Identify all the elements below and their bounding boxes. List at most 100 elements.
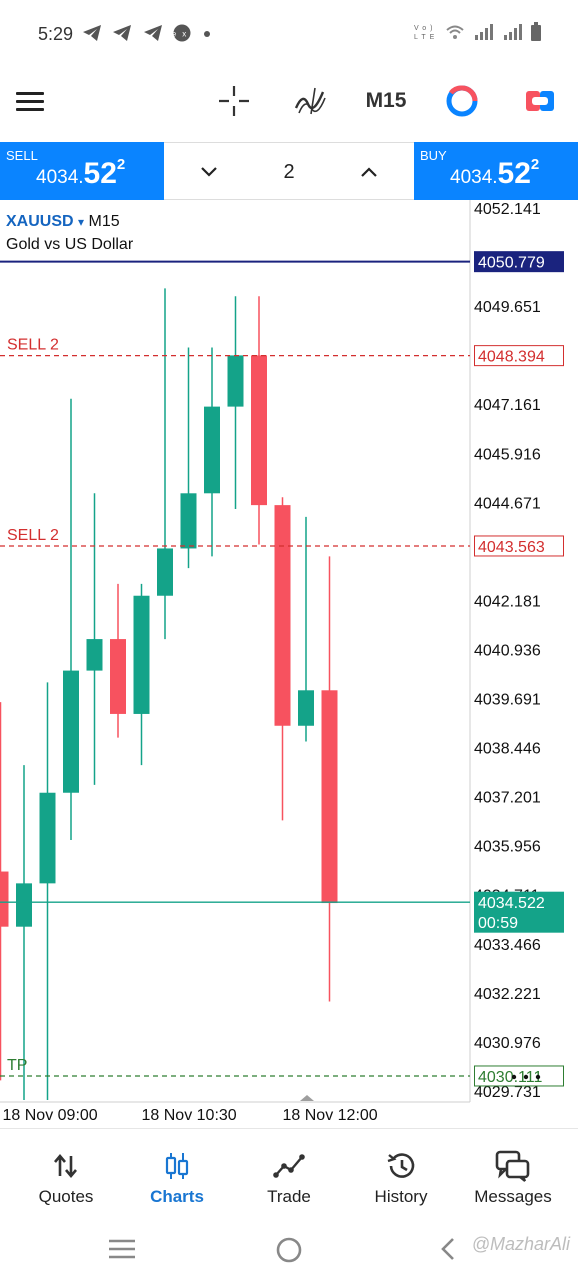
chart-timeframe: M15 [88, 213, 120, 230]
sell-order-1-price-tag-text: 4048.394 [478, 349, 545, 366]
price-axis-tick: 4047.161 [474, 397, 541, 414]
sell-button[interactable]: SELL 4034.522 [0, 142, 164, 200]
current-bid-price-tag [474, 891, 564, 933]
sell-order-1-label: SELL 2 [7, 337, 59, 354]
system-navigation-bar: @MazharAli [0, 1218, 578, 1280]
candle-body [204, 406, 220, 494]
timeframe-button[interactable]: M15 [358, 68, 414, 134]
system-icons: Vo) LTE1 [414, 22, 542, 43]
lot-increase-button[interactable] [354, 155, 384, 189]
svg-text:LTE1: LTE1 [414, 34, 436, 41]
quotes-arrows-icon [8, 1149, 124, 1183]
price-axis-tick: 4040.936 [474, 642, 541, 659]
chart-symbol-description: Gold vs US Dollar [6, 236, 134, 253]
history-clock-icon [343, 1149, 459, 1183]
time-axis-label: 18 Nov 09:00 [3, 1107, 98, 1124]
price-chart[interactable]: 4052.141 4049.651 4047.161 4045.916 4044.671… [0, 200, 578, 1128]
chat-bubbles-icon [455, 1149, 571, 1183]
candle-body [274, 505, 291, 726]
scroll-marker-icon [300, 1095, 314, 1101]
price-axis-tick: 4044.671 [474, 495, 541, 512]
status-time: 5:29 [38, 24, 74, 44]
candle-body [86, 639, 103, 671]
volte-icon: Vo) LTE1 [414, 25, 442, 41]
candle-body [180, 493, 197, 549]
sell-order-1-price-tag [474, 345, 564, 367]
svg-text:ex: ex [173, 30, 191, 39]
chart-symbol: XAUUSD [6, 213, 74, 230]
nav-quotes-label: Quotes [38, 1187, 94, 1206]
home-icon[interactable] [274, 1235, 304, 1265]
more-options-dot [523, 1074, 529, 1080]
chart-toolbar: M15 [0, 68, 578, 134]
candle-body [321, 690, 338, 904]
nav-quotes[interactable]: Quotes [8, 1129, 124, 1219]
candle-body [133, 595, 150, 714]
top-price-tag-text: 4050.779 [478, 255, 545, 272]
candle-body [63, 670, 79, 793]
nav-trade[interactable]: Trade [231, 1129, 347, 1219]
price-axis-tick: 4032.221 [474, 986, 541, 1003]
top-price-tag [474, 251, 564, 273]
chart-symbol-header[interactable]: XAUUSD ▾ M15 [6, 213, 120, 231]
back-icon[interactable] [436, 1236, 462, 1262]
buy-button[interactable]: BUY 4034.522 [414, 142, 578, 200]
candle-body [16, 883, 32, 927]
timeframe-label: M15 [365, 89, 407, 112]
candlestick-chart[interactable]: 4052.141 4049.651 4047.161 4045.916 4044.671… [0, 200, 578, 1128]
current-bid-price-tag-text: 4034.522 [478, 895, 545, 912]
more-options-dot [535, 1074, 541, 1080]
lot-size-value[interactable]: 2 [283, 161, 295, 183]
take-profit-label: TP [7, 1057, 27, 1074]
candle-countdown: 00:59 [478, 915, 518, 932]
battery-icon [531, 22, 541, 41]
price-axis-tick: 4037.201 [474, 790, 541, 807]
menu-icon[interactable] [10, 68, 50, 134]
time-axis-label: 18 Nov 10:30 [142, 1107, 237, 1124]
watermark: @MazharAli [471, 1234, 570, 1254]
sell-order-2-price-tag [474, 535, 564, 557]
nav-charts-label: Charts [150, 1187, 204, 1206]
price-axis-tick: 4039.691 [474, 692, 541, 709]
sell-order-2-price-tag-text: 4043.563 [478, 539, 545, 556]
symbol-dropdown-icon: ▾ [78, 215, 85, 229]
price-axis-tick: 4033.466 [474, 937, 541, 954]
price-axis-tick: 4038.446 [474, 741, 541, 758]
buy-label: BUY [420, 148, 447, 163]
nav-charts[interactable]: Charts [119, 1129, 235, 1219]
nav-history[interactable]: History [343, 1129, 459, 1219]
candle-body [0, 871, 9, 927]
nav-messages-label: Messages [474, 1187, 552, 1206]
new-order-icon[interactable] [518, 68, 562, 134]
candle-body [39, 792, 56, 884]
one-click-trading-icon[interactable] [440, 68, 484, 134]
status-bar: 5:29 ex Vo) LTE1 [0, 0, 578, 68]
candle-body [298, 690, 314, 726]
wifi-icon [445, 25, 464, 39]
price-axis-tick: 4052.141 [474, 201, 541, 218]
sell-order-2-label: SELL 2 [7, 527, 59, 544]
nav-messages[interactable]: Messages [455, 1129, 571, 1219]
recent-apps-icon[interactable] [106, 1238, 138, 1260]
price-axis-tick: 4049.651 [474, 299, 541, 316]
telegram-icon [113, 25, 132, 41]
dot-icon [203, 31, 210, 37]
candle-body [227, 355, 244, 407]
price-axis-tick: 4035.956 [474, 839, 541, 856]
take-profit-price-tag [474, 1065, 564, 1087]
indicators-icon[interactable] [287, 68, 333, 134]
bottom-navigation: Quotes Charts Trade History Messages [0, 1128, 578, 1218]
chevron-up-icon [361, 167, 377, 177]
signal-icon [503, 24, 522, 40]
one-click-order-bar: SELL 4034.522 2 BUY 4034.522 [0, 142, 578, 200]
price-axis-tick: 4042.181 [474, 593, 541, 610]
price-axis-tick: 4045.916 [474, 446, 541, 463]
lot-decrease-button[interactable] [194, 155, 224, 189]
take-profit-price-tag-text: 4030.111 [478, 1069, 542, 1086]
trade-line-icon [231, 1149, 347, 1183]
telegram-icon [83, 25, 101, 41]
crosshair-icon[interactable] [212, 68, 256, 134]
candles-icon [119, 1149, 235, 1183]
nav-history-label: History [374, 1187, 428, 1206]
price-axis-tick: 4029.731 [474, 1084, 541, 1101]
